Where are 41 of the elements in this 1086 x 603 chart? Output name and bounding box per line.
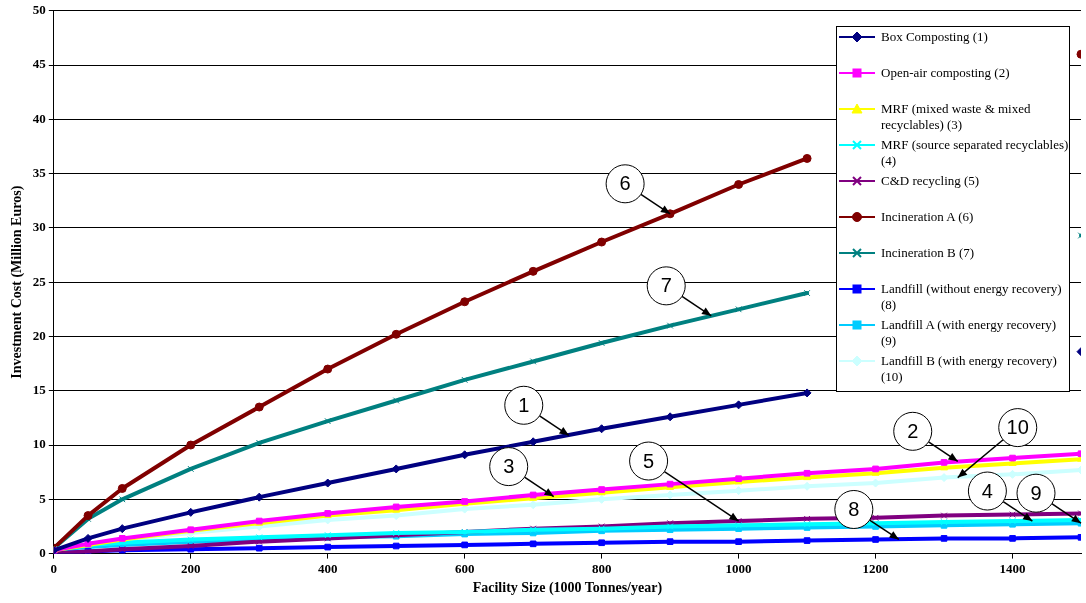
annotation: 8 — [848, 498, 860, 520]
legend-label: MRF (mixed waste & mixed recyclables) (3) — [881, 100, 1032, 133]
legend-label: Box Composting (1) — [881, 28, 988, 45]
x-tick-label: 1000 — [725, 560, 752, 576]
y-tick-label: 20 — [32, 327, 46, 343]
x-tick-label: 0 — [50, 560, 58, 576]
y-tick-label: 0 — [39, 544, 46, 560]
annotation: 2 — [907, 419, 919, 442]
y-tick-label: 45 — [32, 56, 47, 72]
annotation: 5 — [643, 449, 655, 472]
x-tick-label: 200 — [181, 560, 201, 576]
annotation: 9 — [1030, 481, 1042, 504]
y-tick-label: 15 — [32, 382, 47, 398]
y-tick-label: 40 — [32, 110, 46, 126]
x-tick-label: 800 — [591, 560, 612, 576]
legend-label: Incineration B (7) — [881, 244, 975, 261]
x-axis-title: Facility Size (1000 Tonnes/year) — [472, 580, 663, 597]
legend-label: Landfill A (with energy recovery) (9) — [881, 316, 1058, 349]
annotation: 4 — [981, 479, 993, 502]
legend-label: C&D recycling (5) — [881, 172, 980, 189]
x-tick-label: 600 — [454, 560, 475, 576]
x-tick-label: 1400 — [999, 560, 1026, 576]
y-tick-label: 30 — [32, 219, 46, 235]
annotation: 1 — [518, 393, 530, 416]
y-tick-label: 25 — [32, 273, 47, 289]
y-tick-label: 10 — [32, 436, 46, 452]
annotation: 7 — [660, 274, 672, 297]
x-tick-label: 400 — [317, 560, 338, 576]
annotation: 10 — [1006, 416, 1029, 439]
y-tick-label: 50 — [32, 2, 46, 18]
y-tick-label: 5 — [39, 490, 47, 506]
annotation: 6 — [619, 172, 631, 195]
legend-label: Open-air composting (2) — [881, 64, 1010, 81]
x-tick-label: 1200 — [862, 560, 889, 576]
legend-label: Landfill (without energy recovery) (8) — [881, 280, 1063, 313]
legend-label: MRF (source separated recyclables) (4) — [881, 136, 1069, 169]
y-tick-label: 35 — [32, 165, 47, 180]
y-axis-title: Investment Cost (Million Euros) — [9, 185, 26, 379]
legend-label: Landfill B (with energy recovery) (10) — [881, 352, 1058, 385]
legend-label: Incineration A (6) — [881, 208, 974, 225]
annotation: 3 — [503, 455, 515, 478]
